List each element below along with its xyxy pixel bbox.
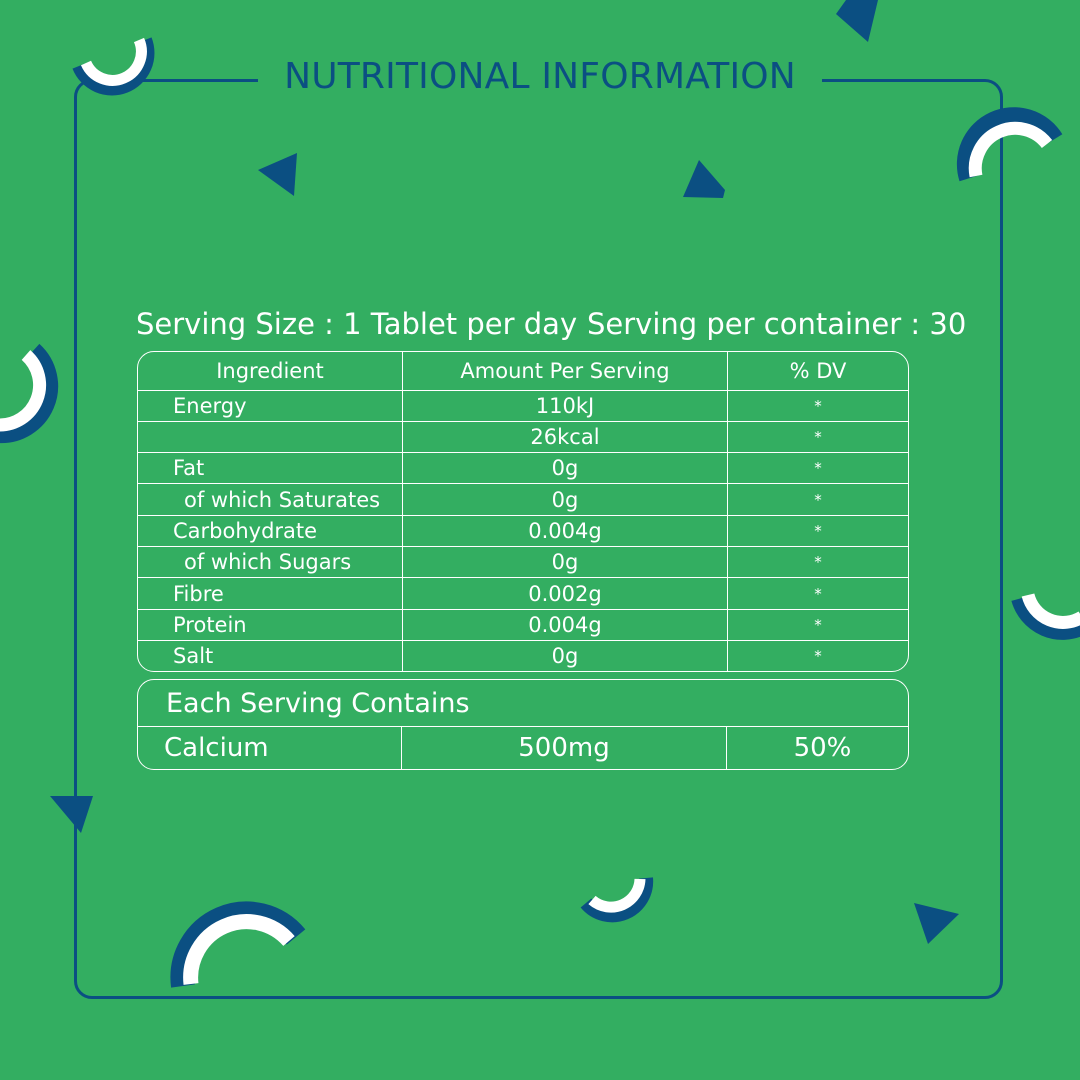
dv-cell: * (727, 641, 908, 671)
arc-shape-top-left (72, 37, 155, 96)
arc-shape-bottom-center (580, 877, 654, 923)
ingredient-cell: Fibre (173, 581, 224, 606)
table-row: Fibre 0.002g * (138, 578, 908, 610)
ingredient-cell: of which Sugars (184, 550, 352, 574)
dv-cell: * (727, 391, 908, 421)
triangle-shape (258, 153, 297, 196)
dv-cell: * (727, 578, 908, 609)
arc-shape-right (1011, 593, 1080, 640)
amount-cell: 0.004g (402, 516, 727, 546)
title-background (258, 40, 822, 116)
calcium-row: Calcium 500mg 50% (138, 727, 908, 769)
amount-cell: 0g (402, 484, 727, 515)
nutrition-table: Ingredient Amount Per Serving % DV Energ… (137, 351, 909, 672)
table-row: Energy 110kJ * (138, 391, 908, 422)
arc-shape-left (0, 343, 59, 444)
ingredient-cell: Fat (173, 456, 205, 480)
column-header-amount: Amount Per Serving (402, 352, 727, 390)
amount-cell: 110kJ (402, 391, 727, 421)
servings-per-container: Serving per container : 30 (587, 307, 967, 341)
triangle-shape (683, 160, 725, 198)
each-serving-header: Each Serving Contains (138, 680, 908, 727)
serving-info: Serving Size : 1 Tablet per day Serving … (136, 303, 966, 345)
table-row: Fat 0g * (138, 453, 908, 484)
triangle-shape (914, 903, 959, 944)
ingredient-cell: Energy (173, 394, 247, 418)
table-row: of which Saturates 0g * (138, 484, 908, 516)
dv-cell: * (727, 547, 908, 577)
table-row: Salt 0g * (138, 641, 908, 671)
amount-cell: 0g (402, 453, 727, 483)
amount-cell: 0g (402, 641, 727, 671)
amount-cell: 26kcal (402, 422, 727, 452)
column-header-dv: % DV (727, 352, 908, 390)
table-row: Carbohydrate 0.004g * (138, 516, 908, 547)
table-header-row: Ingredient Amount Per Serving % DV (138, 352, 908, 391)
table-row: 26kcal * (138, 422, 908, 453)
ingredient-cell: Carbohydrate (173, 519, 318, 543)
ingredient-cell (138, 422, 402, 452)
column-header-ingredient: Ingredient (216, 359, 324, 383)
dv-cell: * (727, 484, 908, 515)
dv-cell: * (727, 422, 908, 452)
ingredient-cell: Salt (173, 644, 214, 668)
page-title: NUTRITIONAL INFORMATION (284, 56, 796, 97)
amount-cell: 500mg (401, 727, 726, 769)
table-row: of which Sugars 0g * (138, 547, 908, 578)
triangle-shape (836, 0, 878, 42)
dv-cell: * (727, 610, 908, 640)
amount-cell: 0g (402, 547, 727, 577)
nutrient-cell: Calcium (164, 733, 269, 763)
table-row: Protein 0.004g * (138, 610, 908, 641)
triangle-shape (50, 796, 93, 833)
each-serving-title: Each Serving Contains (166, 688, 470, 719)
ingredient-cell: of which Saturates (184, 487, 381, 512)
amount-cell: 0.002g (402, 578, 727, 609)
dv-cell: 50% (726, 727, 908, 769)
dv-cell: * (727, 453, 908, 483)
ingredient-cell: Protein (173, 613, 247, 637)
each-serving-table: Each Serving Contains Calcium 500mg 50% (137, 679, 909, 770)
serving-size: Serving Size : 1 Tablet per day (136, 307, 578, 341)
dv-cell: * (727, 516, 908, 546)
arc-shape-bottom-left (170, 901, 306, 988)
arc-shape-top-right (956, 107, 1063, 182)
amount-cell: 0.004g (402, 610, 727, 640)
